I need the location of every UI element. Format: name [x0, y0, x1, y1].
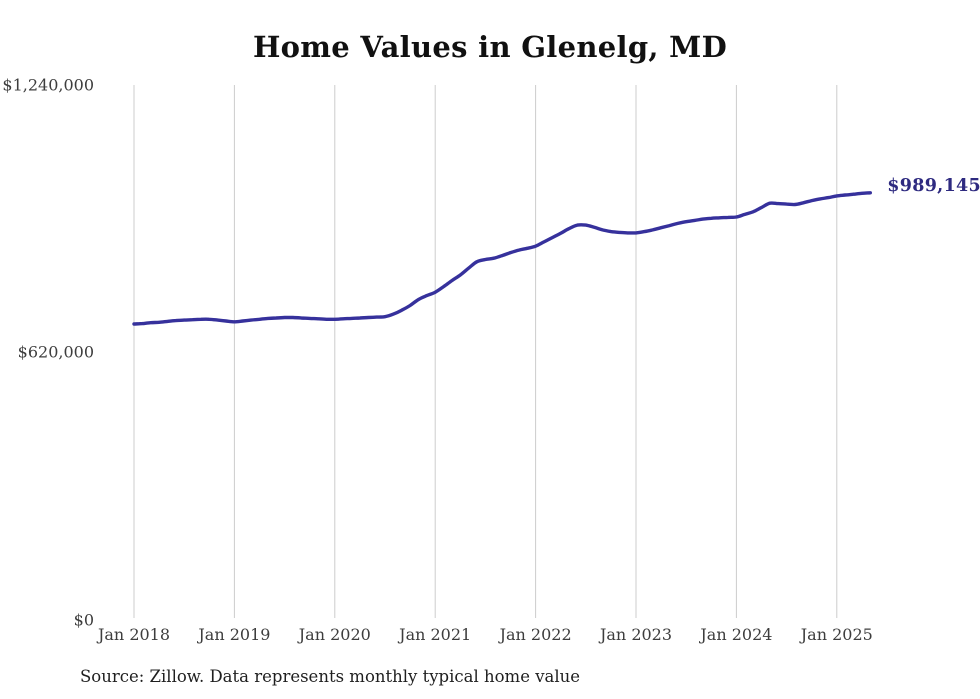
y-axis-tick-label-mid: $620,000	[17, 342, 94, 362]
x-axis-tick-label: Jan 2023	[599, 625, 673, 644]
y-axis-tick-label-zero: $0	[73, 610, 94, 630]
x-axis-tick-label: Jan 2025	[800, 625, 873, 644]
latest-value-label: $989,145	[887, 175, 980, 196]
x-axis-tick-label: Jan 2022	[499, 625, 572, 644]
x-axis-tick-label: Jan 2020	[298, 625, 371, 644]
chart-title: Home Values in Glenelg, MD	[252, 30, 728, 64]
x-axis-tick-label: Jan 2019	[198, 625, 271, 644]
source-note: Source: Zillow. Data represents monthly …	[80, 667, 581, 686]
home-value-line-series	[132, 191, 872, 326]
x-axis-tick-label: Jan 2018	[97, 625, 171, 644]
y-axis-tick-label-top: $1,240,000	[2, 75, 94, 95]
gridlines	[133, 85, 838, 618]
x-axis-tick-label: Jan 2024	[700, 625, 773, 644]
x-axis-tick-label: Jan 2021	[399, 625, 472, 644]
